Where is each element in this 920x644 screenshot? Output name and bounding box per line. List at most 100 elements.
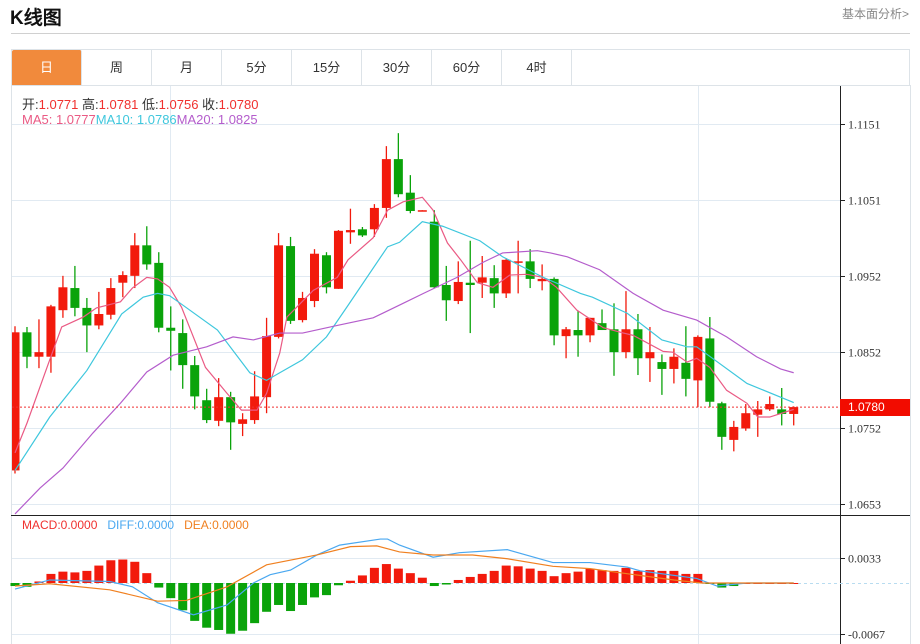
- macd-bar: [286, 583, 296, 612]
- candle-down: [321, 255, 331, 288]
- candle-up: [669, 356, 679, 369]
- candle-up: [537, 278, 547, 282]
- candle-up: [130, 245, 140, 276]
- macd-bar: [154, 583, 164, 588]
- candle-down: [429, 221, 439, 288]
- macd-bar: [405, 573, 415, 583]
- macd-bar: [393, 568, 403, 583]
- candle-up: [298, 297, 308, 321]
- macd-bar: [369, 567, 379, 583]
- candle-up: [274, 245, 284, 337]
- macd-bar: [633, 570, 643, 583]
- period-tabs: 日 周 月 5分 15分 30分 60分 4时: [11, 49, 910, 85]
- price-axis-label: 1.0752: [848, 422, 881, 436]
- diff-line: [14, 538, 794, 616]
- candle-up: [417, 210, 427, 212]
- macd-bar: [274, 583, 284, 605]
- tab-month[interactable]: 月: [152, 50, 222, 85]
- macd-bar: [597, 570, 607, 583]
- macd-bar: [214, 583, 224, 630]
- macd-bar: [525, 568, 535, 583]
- macd-bar: [226, 583, 236, 634]
- macd-bar: [178, 583, 188, 611]
- candle-down: [70, 288, 80, 308]
- macd-bar: [118, 559, 128, 583]
- candle-up: [645, 352, 655, 359]
- candle-down: [226, 397, 236, 423]
- ma20-line: [14, 250, 794, 515]
- macd-bar: [262, 583, 272, 612]
- candle-up: [753, 409, 763, 415]
- macd-bar: [465, 576, 475, 583]
- candle-up: [310, 253, 319, 302]
- tab-30min[interactable]: 30分: [362, 50, 432, 85]
- candle-down: [441, 285, 451, 301]
- candle-up: [94, 314, 104, 326]
- candle-up: [262, 336, 272, 398]
- high-label: 高:: [82, 97, 99, 112]
- candle-up: [214, 397, 224, 421]
- macd-bar: [58, 571, 68, 583]
- macd-info: MACD:0.0000 DIFF:0.0000 DEA:0.0000: [22, 518, 249, 532]
- macd-bar: [82, 570, 92, 583]
- candle-up: [106, 288, 116, 315]
- diff-value: DIFF:0.0000: [107, 518, 175, 532]
- candle-down: [202, 400, 212, 421]
- ma10-value: MA10: 1.0786: [95, 112, 177, 127]
- fundamental-analysis-link[interactable]: 基本面分析>: [841, 7, 909, 21]
- price-axis-label: 1.0952: [848, 270, 881, 284]
- dea-value: DEA:0.0000: [184, 518, 249, 532]
- candle-up: [585, 317, 595, 336]
- ma5-line: [14, 196, 794, 454]
- candle-up: [58, 287, 68, 311]
- macd-bar: [537, 570, 547, 583]
- candle-down: [405, 192, 415, 211]
- candle-up: [453, 281, 463, 302]
- candle-up: [477, 277, 487, 283]
- candle-down: [22, 332, 32, 357]
- price-axis-label: 1.1051: [848, 194, 881, 208]
- candle-down: [681, 362, 691, 379]
- macd-bar: [429, 583, 439, 587]
- tab-60min[interactable]: 60分: [432, 50, 502, 85]
- tab-day[interactable]: 日: [12, 50, 82, 85]
- macd-bar: [549, 576, 559, 583]
- ma-info: MA5: 1.0777MA10: 1.0786MA20: 1.0825: [22, 112, 258, 127]
- ma10-line: [14, 221, 794, 471]
- macd-bar: [669, 570, 679, 583]
- candle-down: [657, 362, 667, 369]
- candle-down: [777, 409, 787, 414]
- low-value: 1.0756: [158, 97, 199, 112]
- page-title: K线图: [10, 8, 62, 29]
- macd-bar: [310, 583, 319, 598]
- header-divider: [11, 33, 910, 34]
- tab-5min[interactable]: 5分: [222, 50, 292, 85]
- price-axis-label: 1.0653: [848, 498, 881, 512]
- candle-down: [166, 327, 176, 331]
- tab-week[interactable]: 周: [82, 50, 152, 85]
- open-label: 开:: [22, 97, 39, 112]
- candle-down: [82, 307, 92, 326]
- tab-15min[interactable]: 15分: [292, 50, 362, 85]
- tab-4hour[interactable]: 4时: [502, 50, 572, 85]
- macd-value: MACD:0.0000: [22, 518, 98, 532]
- candle-down: [465, 282, 475, 286]
- candle-down: [573, 330, 583, 336]
- ohlc-info: 开:1.0771 高:1.0781 低:1.0756 收:1.0780: [22, 94, 258, 113]
- macd-bar: [46, 573, 56, 583]
- candle-down: [154, 262, 164, 328]
- macd-bar: [357, 575, 367, 583]
- macd-bar: [657, 570, 667, 583]
- dea-line: [14, 545, 794, 602]
- candle-up: [250, 396, 260, 421]
- close-value: 1.0780: [218, 97, 259, 112]
- candle-up: [741, 413, 751, 429]
- macd-bar: [477, 573, 487, 583]
- macd-bar: [501, 565, 511, 583]
- macd-axis-label: -0.0067: [848, 628, 885, 642]
- ma20-value: MA20: 1.0825: [176, 112, 258, 127]
- candle-up: [513, 261, 523, 263]
- candle-down: [190, 365, 200, 397]
- macd-bar: [238, 583, 248, 631]
